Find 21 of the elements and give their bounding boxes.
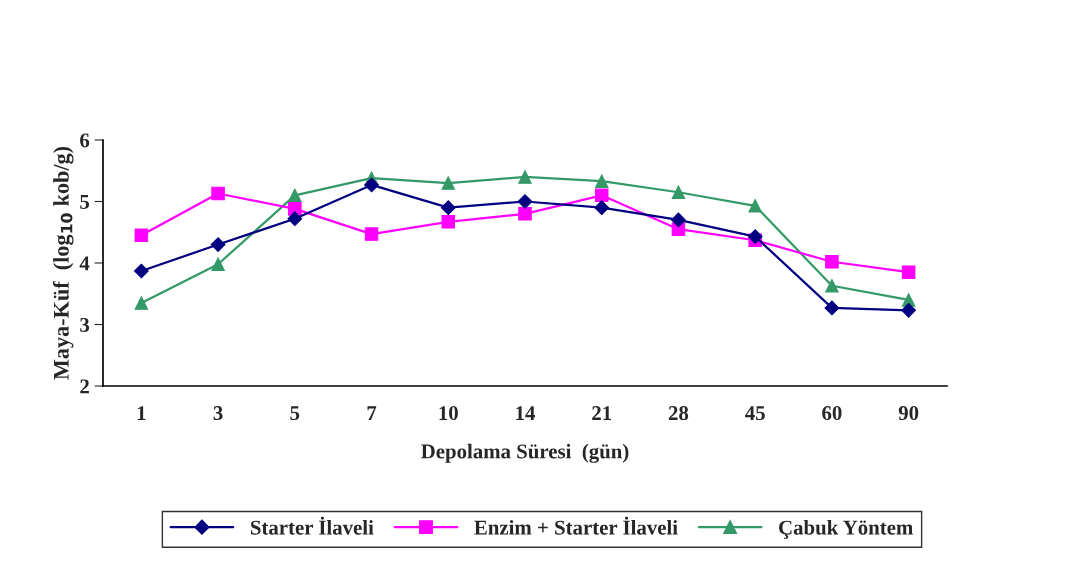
y-tick-label: 5	[80, 195, 90, 209]
x-tick-label: 1	[137, 406, 146, 420]
y-tick-label: 4	[79, 256, 90, 271]
x-tick-label: 10	[439, 406, 458, 421]
legend-label: Çabuk Yöntem	[779, 519, 913, 539]
y-tick-label: 2	[80, 379, 89, 394]
x-tick-label: 14	[516, 406, 536, 420]
y-tick-label: 3	[80, 317, 90, 332]
x-tick-label: 3	[213, 406, 223, 421]
x-tick-label: 21	[592, 406, 612, 420]
legend-label: Starter İlaveli	[250, 516, 374, 535]
y-tick-label: 6	[80, 133, 90, 148]
x-tick-label: 5	[290, 406, 300, 421]
legend-label: Enzim + Starter İlaveli	[474, 516, 678, 535]
x-tick-label: 7	[367, 406, 377, 420]
x-tick-label: 60	[822, 406, 842, 421]
x-tick-label: 90	[898, 406, 919, 421]
x-axis-title: Depolama Süresi (gün)	[421, 443, 629, 463]
x-tick-label: 28	[668, 406, 689, 421]
y-axis-title: Maya-Küf (log$_{10}$ kob/g)	[52, 146, 74, 380]
x-tick-label: 45	[745, 406, 765, 421]
